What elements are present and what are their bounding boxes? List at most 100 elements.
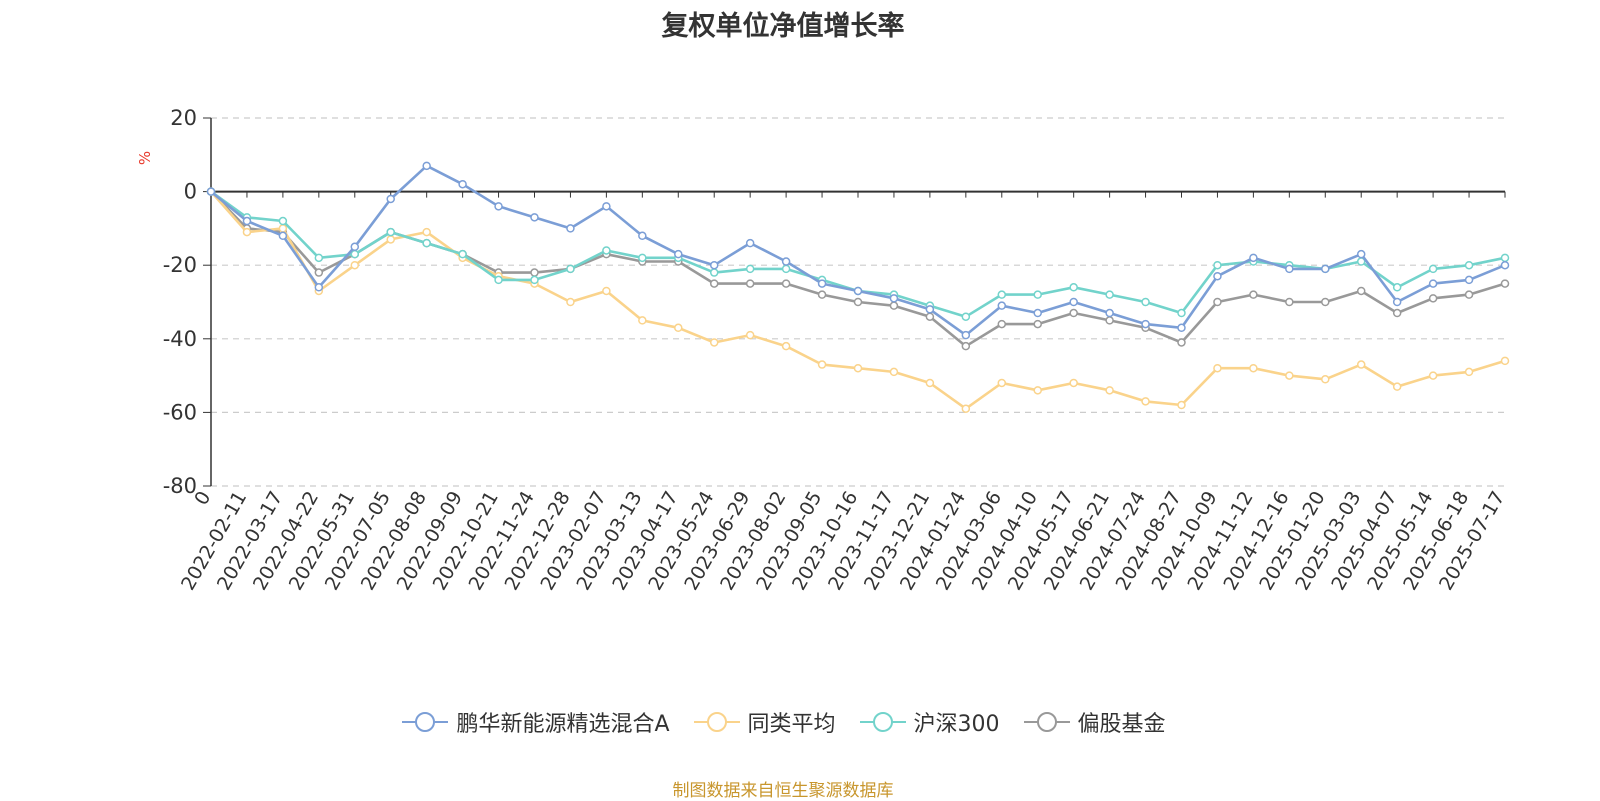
data-point [1285,371,1294,380]
data-point [961,330,971,340]
data-point [745,330,755,340]
data-point [1177,323,1186,333]
data-point [889,367,899,377]
data-point [530,275,539,285]
data-point [422,227,431,237]
data-point [1428,279,1438,288]
legend-marker-icon [693,712,740,732]
data-point [1249,253,1258,263]
data-point [925,378,935,388]
data-point [1213,363,1222,373]
data-point [1392,297,1402,307]
data-point [1141,319,1150,329]
data-point [278,231,288,241]
data-point [1177,338,1186,347]
data-point [458,249,467,259]
data-point [206,187,216,196]
data-point [1105,386,1114,395]
y-tick-label: -80 [163,474,197,498]
data-point [1321,375,1330,384]
data-point [458,179,467,189]
data-point [1464,260,1474,270]
legend-label: 偏股基金 [1077,712,1166,737]
data-point [817,290,827,299]
data-point [781,257,791,266]
data-point [1105,316,1114,325]
data-point [1285,297,1294,307]
data-point [853,297,863,307]
y-tick-label: -40 [163,327,197,351]
legend-item[interactable]: 同类平均 [692,706,836,738]
line-chart: % 20 0 -20 -40 -60 -80 02022-02-112022-03-172… [136,106,1510,594]
data-point [1392,308,1402,318]
data-point [961,404,971,413]
data-point [1428,294,1438,303]
chart-title: 复权单位净值增长率 [661,11,905,42]
data-point [1213,260,1222,270]
data-point [997,301,1007,310]
legend-label: 鹏华新能源精选混合A [456,712,670,737]
data-point [674,249,683,259]
data-point [566,297,575,307]
data-point [242,216,252,226]
data-point [1464,367,1474,377]
data-point [709,279,719,288]
data-point [1069,378,1078,388]
data-point [709,260,719,270]
data-point [709,338,719,347]
data-point [781,279,791,288]
data-point [1464,275,1474,285]
legend-item[interactable]: 鹏华新能源精选混合A [400,706,670,738]
data-point [1033,290,1042,299]
legend-label: 同类平均 [747,712,836,737]
data-point [853,363,863,373]
data-point [530,213,539,222]
data-point [638,231,647,241]
legend-item[interactable]: 沪深300 [858,706,1000,738]
data-point [314,253,324,263]
data-point [781,341,791,351]
series-0 [206,161,1510,340]
data-point [1321,297,1330,307]
data-point [350,260,360,270]
data-point [350,249,360,259]
legend-label: 沪深300 [913,712,1000,737]
data-point [1500,279,1510,288]
data-point [817,279,827,288]
y-tick-label: 20 [170,106,197,130]
data-point [1356,286,1366,296]
y-tick-label: -60 [163,400,197,424]
y-axis-title: % [136,151,154,165]
data-point [1285,264,1294,274]
data-point [1213,297,1222,307]
data-point [566,224,575,233]
data-point [1033,386,1042,395]
series-lines [206,161,1510,413]
data-point [1392,283,1402,292]
data-point [1428,371,1438,380]
x-tick-label: 0 [190,488,215,509]
data-point [1105,290,1114,299]
data-point [853,286,863,296]
legend-marker-icon [859,712,906,732]
data-point [1500,260,1510,270]
data-point [1249,363,1258,373]
data-point [1069,308,1078,318]
legend-item[interactable]: 偏股基金 [1022,706,1166,738]
data-point [745,238,755,248]
data-point [817,360,827,369]
y-tick-label: 0 [184,180,197,204]
data-point [925,312,935,321]
data-point [1033,319,1042,329]
data-point [1069,283,1078,292]
data-point [422,161,431,171]
legend-marker-icon [1023,712,1070,732]
data-point [1392,382,1402,391]
data-point [1177,308,1186,318]
data-point [745,264,755,274]
data-point [602,286,611,296]
data-point [961,341,971,351]
data-point [1105,308,1114,318]
data-point [1356,249,1366,259]
legend: 鹏华新能源精选混合A 同类平均 沪深300 偏股基金 [0,706,1566,738]
